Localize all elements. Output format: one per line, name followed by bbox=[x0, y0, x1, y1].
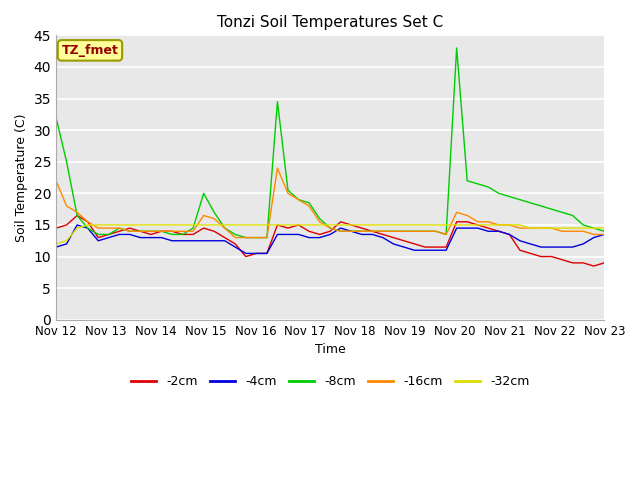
-4cm bbox=[600, 231, 608, 237]
-2cm bbox=[411, 241, 419, 247]
-16cm bbox=[421, 228, 429, 234]
-4cm bbox=[242, 251, 250, 256]
-8cm bbox=[379, 228, 387, 234]
-16cm bbox=[232, 235, 239, 240]
-2cm bbox=[379, 231, 387, 237]
Line: -32cm: -32cm bbox=[56, 225, 604, 244]
-8cm bbox=[242, 235, 250, 240]
-4cm bbox=[74, 222, 81, 228]
-8cm bbox=[52, 115, 60, 120]
Title: Tonzi Soil Temperatures Set C: Tonzi Soil Temperatures Set C bbox=[217, 15, 444, 30]
-32cm bbox=[548, 225, 556, 231]
Line: -4cm: -4cm bbox=[56, 225, 604, 253]
-16cm bbox=[400, 228, 408, 234]
-8cm bbox=[600, 228, 608, 234]
-8cm bbox=[200, 191, 207, 196]
-16cm bbox=[495, 222, 502, 228]
-32cm bbox=[600, 225, 608, 231]
-32cm bbox=[484, 222, 492, 228]
Y-axis label: Soil Temperature (C): Soil Temperature (C) bbox=[15, 113, 28, 242]
-2cm bbox=[484, 225, 492, 231]
-4cm bbox=[400, 244, 408, 250]
-8cm bbox=[421, 228, 429, 234]
-16cm bbox=[600, 231, 608, 237]
-2cm bbox=[600, 260, 608, 266]
-4cm bbox=[211, 238, 218, 244]
-16cm bbox=[273, 165, 281, 171]
-32cm bbox=[379, 222, 387, 228]
-32cm bbox=[84, 222, 92, 228]
-2cm bbox=[74, 213, 81, 218]
-4cm bbox=[52, 244, 60, 250]
-2cm bbox=[52, 225, 60, 231]
-2cm bbox=[590, 263, 598, 269]
Text: TZ_fmet: TZ_fmet bbox=[61, 44, 118, 57]
Line: -2cm: -2cm bbox=[56, 216, 604, 266]
Legend: -2cm, -4cm, -8cm, -16cm, -32cm: -2cm, -4cm, -8cm, -16cm, -32cm bbox=[126, 370, 534, 393]
-4cm bbox=[421, 247, 429, 253]
-2cm bbox=[211, 228, 218, 234]
-8cm bbox=[495, 191, 502, 196]
-16cm bbox=[52, 178, 60, 183]
-16cm bbox=[200, 213, 207, 218]
-2cm bbox=[390, 235, 397, 240]
-4cm bbox=[495, 228, 502, 234]
-4cm bbox=[432, 247, 440, 253]
-32cm bbox=[411, 222, 419, 228]
-4cm bbox=[390, 241, 397, 247]
-32cm bbox=[390, 222, 397, 228]
-8cm bbox=[411, 228, 419, 234]
-32cm bbox=[52, 241, 60, 247]
Line: -8cm: -8cm bbox=[56, 48, 604, 238]
-16cm bbox=[432, 228, 440, 234]
Line: -16cm: -16cm bbox=[56, 168, 604, 238]
-8cm bbox=[390, 228, 397, 234]
-8cm bbox=[453, 45, 461, 51]
-16cm bbox=[390, 228, 397, 234]
-2cm bbox=[421, 244, 429, 250]
-32cm bbox=[211, 222, 218, 228]
X-axis label: Time: Time bbox=[315, 343, 346, 356]
